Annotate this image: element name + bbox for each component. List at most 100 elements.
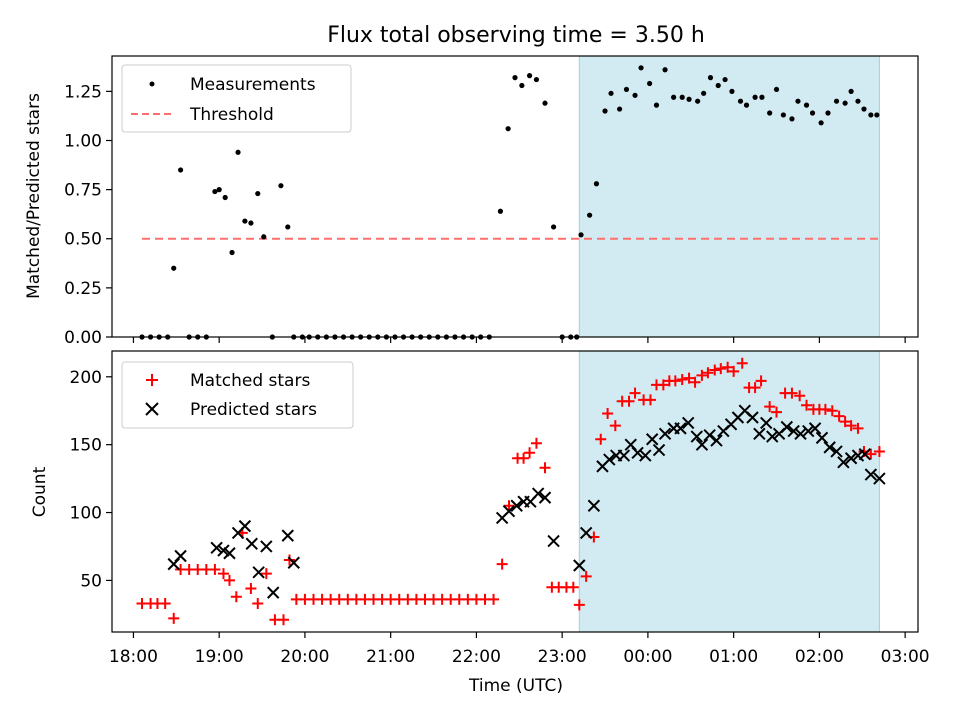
measurement-point	[519, 82, 525, 89]
matched-star-point	[580, 570, 592, 582]
measurement-point	[737, 98, 744, 104]
bottom-xtick-label: 21:00	[366, 647, 415, 667]
legend-matched-label: Matched stars	[190, 371, 310, 391]
measurement-point	[855, 98, 861, 104]
predicted-star-point	[547, 534, 560, 548]
matched-star-point	[683, 372, 695, 384]
predicted-star-point	[502, 504, 516, 518]
bottom-ytick-label: 200	[70, 368, 102, 388]
top-ytick-label: 0.75	[64, 181, 102, 201]
measurement-point	[542, 100, 548, 106]
measurement-point	[212, 188, 218, 195]
bottom-legend-box	[121, 361, 354, 429]
bottom-xtick-label: 03:00	[881, 647, 930, 667]
bottom-x-axis-label: Time (UTC)	[468, 676, 563, 696]
matched-star-point	[530, 437, 542, 449]
measurement-point	[842, 100, 848, 106]
matched-star-point	[539, 462, 551, 474]
measurement-point	[729, 88, 735, 94]
predicted-star-point	[780, 420, 794, 434]
predicted-star-point	[690, 430, 703, 443]
predicted-star-point	[760, 416, 773, 430]
measurement-point	[789, 116, 795, 122]
measurement-point	[662, 67, 668, 73]
matched-star-point	[252, 597, 264, 609]
bottom-ytick-label: 100	[70, 504, 102, 524]
measurement-point	[833, 98, 840, 104]
measurement-point	[632, 92, 638, 98]
bottom-xtick-label: 00:00	[623, 647, 672, 667]
measurement-point	[608, 90, 614, 96]
predicted-star-point	[695, 438, 709, 451]
measurement-point	[638, 65, 644, 71]
matched-star-point	[669, 375, 681, 387]
measurement-point	[715, 82, 721, 89]
matched-stars-series	[136, 357, 885, 626]
matched-star-point	[159, 597, 171, 609]
matched-star-point	[801, 399, 813, 411]
measurement-point	[695, 98, 701, 104]
predicted-star-point	[223, 547, 236, 560]
matched-star-point	[728, 365, 740, 377]
matched-star-point	[168, 612, 180, 624]
predicted-star-point	[238, 519, 252, 533]
matched-star-point	[845, 420, 857, 432]
matched-star-point	[623, 395, 635, 407]
matched-star-point	[852, 422, 864, 434]
predicted-star-point	[510, 499, 523, 512]
bottom-xtick-label: 20:00	[280, 647, 329, 667]
predicted-star-point	[681, 416, 695, 430]
predicted-star-point	[639, 449, 652, 462]
predicted-star-point	[245, 537, 258, 550]
bottom-xtick-label: 19:00	[195, 647, 244, 667]
matched-star-point	[223, 574, 235, 586]
matched-star-point	[771, 406, 783, 418]
measurement-point	[671, 94, 677, 100]
matched-star-point	[609, 420, 621, 432]
matched-star-point	[676, 374, 688, 386]
bottom-xtick-label: 01:00	[709, 647, 758, 667]
predicted-star-point	[858, 447, 872, 461]
measurement-point	[773, 86, 780, 93]
measurement-point	[512, 75, 518, 81]
predicted-star-point	[837, 456, 850, 469]
matched-star-point	[524, 447, 536, 459]
matched-star-point	[736, 357, 748, 369]
matched-star-point	[764, 401, 776, 413]
bottom-ytick-label: 150	[70, 436, 102, 456]
matched-star-point	[217, 568, 229, 580]
matched-star-point	[283, 554, 295, 566]
matched-star-point	[644, 394, 656, 406]
top-ytick-label: 1.00	[64, 131, 102, 151]
chart-title: Flux total observing time = 3.50 h	[327, 23, 705, 48]
measurement-point	[578, 232, 584, 238]
top-ytick-label: 1.25	[64, 82, 102, 102]
matched-star-point	[696, 369, 708, 381]
measurement-point	[780, 112, 786, 118]
predicted-star-point	[174, 549, 187, 563]
predicted-star-point	[573, 559, 586, 572]
matched-star-point	[819, 403, 831, 415]
predicted-star-point	[658, 427, 672, 441]
predicted-star-point	[844, 452, 858, 465]
measurement-point	[795, 98, 801, 104]
matched-star-point	[230, 591, 242, 603]
top-x-axis	[132, 337, 906, 343]
predicted-star-point	[703, 428, 716, 442]
legend-measurements-label: Measurements	[190, 75, 316, 95]
measurement-point	[235, 149, 241, 155]
predicted-star-point	[746, 411, 759, 424]
top-panel: 0.00 0.25 0.50 0.75 1.00 1.25 Matched/Predict…	[24, 55, 919, 348]
bottom-ytick-label: 50	[80, 571, 102, 591]
top-y-axis: 0.00 0.25 0.50 0.75 1.00 1.25	[64, 82, 112, 348]
bottom-xtick-label: 18:00	[109, 647, 158, 667]
matched-star-point	[715, 363, 727, 375]
measurement-point	[222, 194, 228, 201]
measurement-point	[752, 94, 758, 100]
predicted-star-point	[266, 586, 280, 599]
predicted-star-point	[538, 491, 552, 504]
bottom-plot-frame	[111, 350, 919, 633]
matched-star-point	[749, 382, 761, 394]
matched-star-point	[496, 558, 508, 570]
matched-star-point	[503, 500, 515, 512]
